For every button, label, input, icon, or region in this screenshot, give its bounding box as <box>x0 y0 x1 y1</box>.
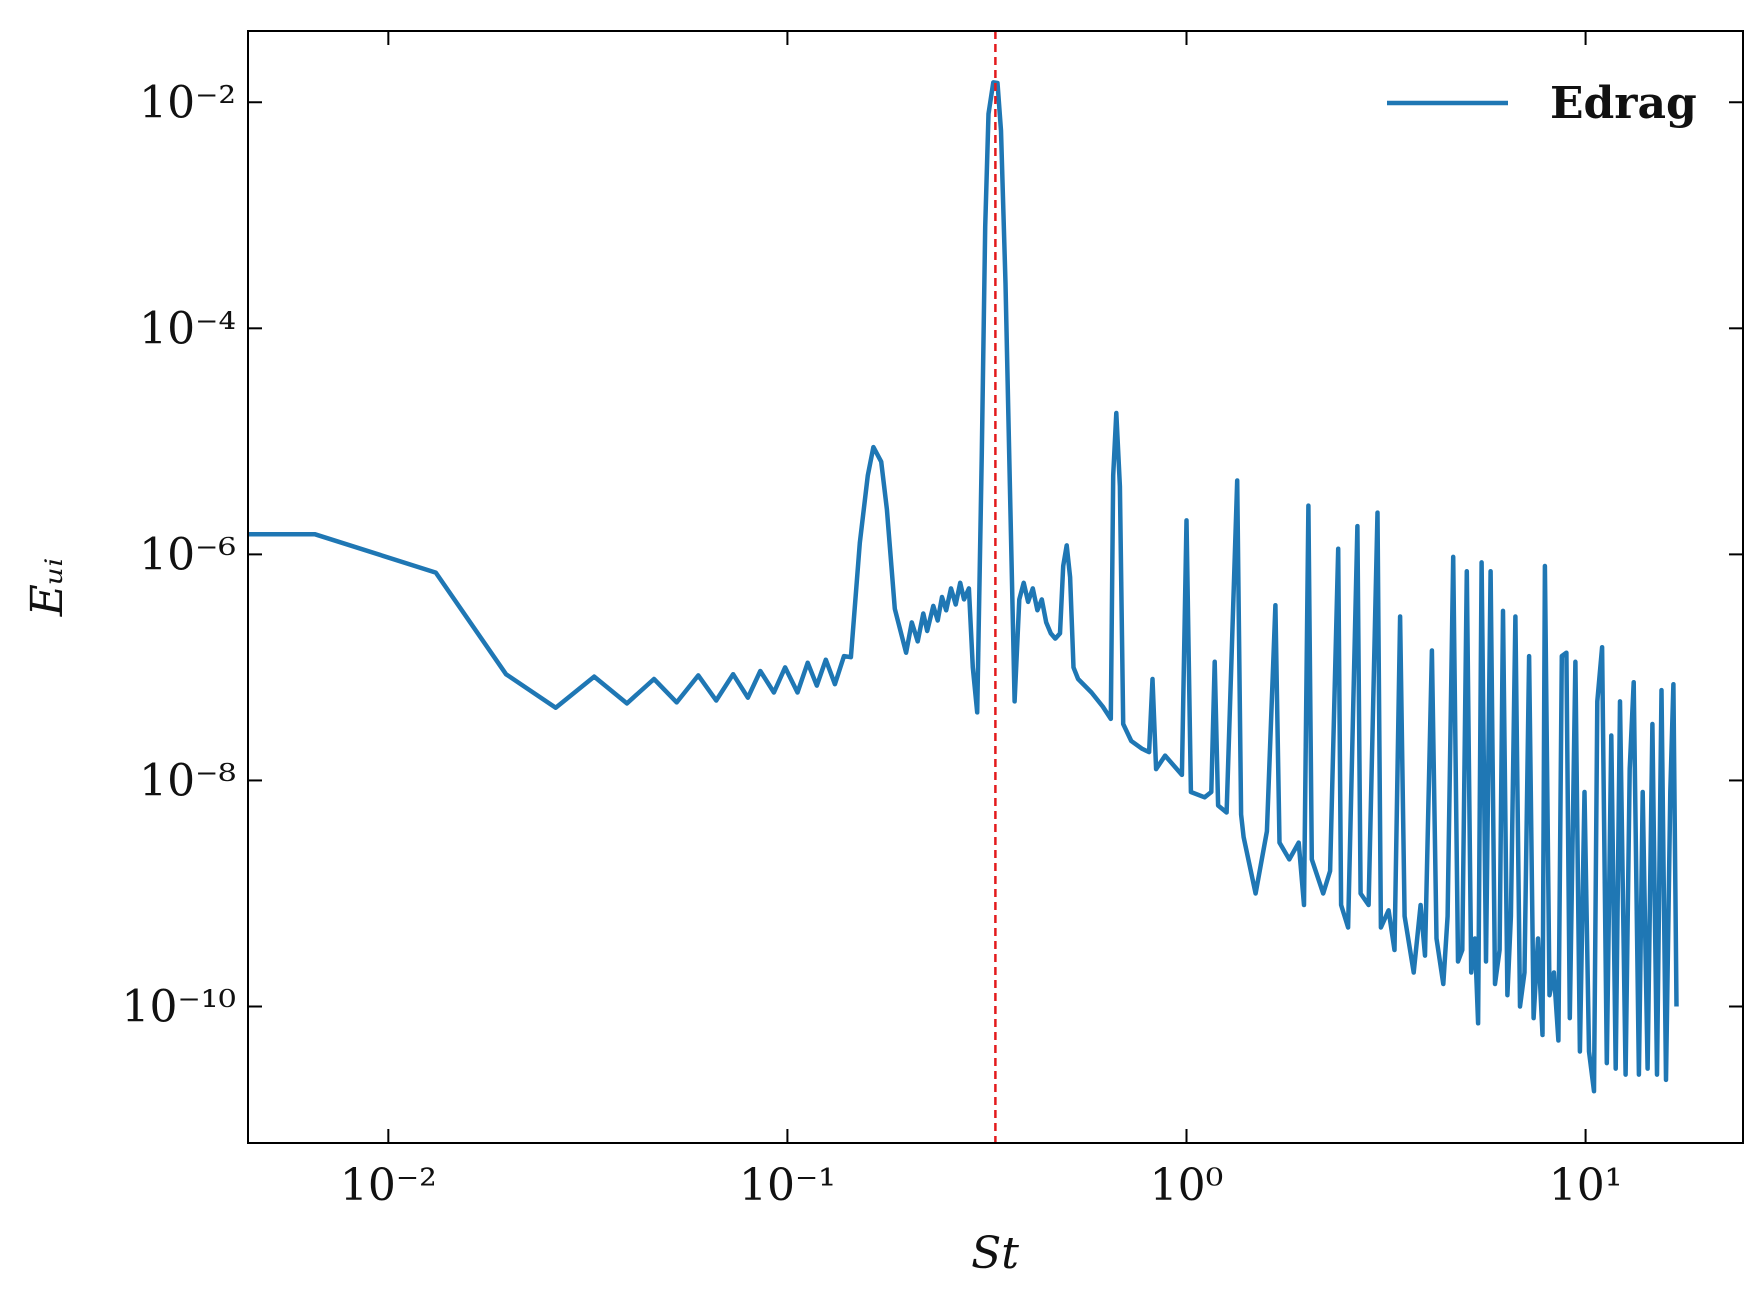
x-tick-label: 10⁻² <box>340 1160 437 1211</box>
x-tick-label: 10¹ <box>1549 1160 1623 1211</box>
legend-label: Edrag <box>1550 78 1697 129</box>
y-axis-label: Eᵤᵢ <box>22 558 73 618</box>
y-tick-label: 10⁻² <box>139 77 236 128</box>
x-tick-label: 10⁻¹ <box>739 1160 836 1211</box>
y-tick-label: 10⁻⁴ <box>139 303 236 354</box>
plot-frame <box>247 30 1744 1144</box>
y-tick-label: 10⁻⁶ <box>139 529 236 580</box>
x-tick-label: 10⁰ <box>1150 1160 1224 1211</box>
y-tick-label: 10⁻⁸ <box>139 755 236 806</box>
data-line <box>248 80 1679 1094</box>
y-tick-label: 10⁻¹⁰ <box>122 982 237 1033</box>
x-axis-label: St <box>971 1228 1019 1279</box>
